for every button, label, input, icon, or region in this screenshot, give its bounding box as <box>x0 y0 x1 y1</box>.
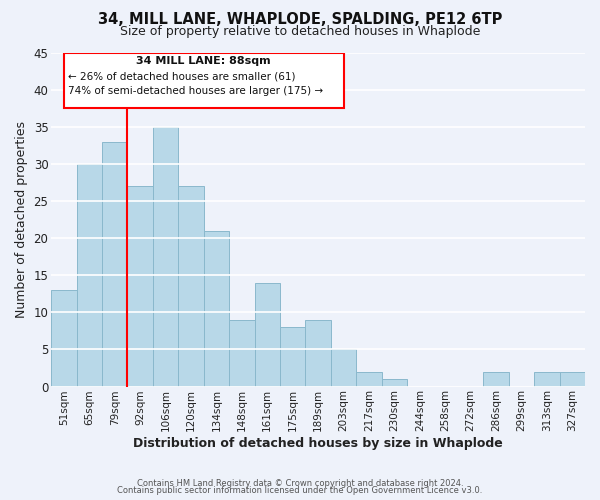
Text: Contains HM Land Registry data © Crown copyright and database right 2024.: Contains HM Land Registry data © Crown c… <box>137 478 463 488</box>
Text: 34 MILL LANE: 88sqm: 34 MILL LANE: 88sqm <box>136 56 271 66</box>
Bar <box>331 350 356 387</box>
Bar <box>204 230 229 386</box>
Bar <box>560 372 585 386</box>
Bar <box>229 320 254 386</box>
Bar <box>254 282 280 387</box>
Text: ← 26% of detached houses are smaller (61): ← 26% of detached houses are smaller (61… <box>68 71 295 81</box>
Text: 34, MILL LANE, WHAPLODE, SPALDING, PE12 6TP: 34, MILL LANE, WHAPLODE, SPALDING, PE12 … <box>98 12 502 28</box>
Text: Contains public sector information licensed under the Open Government Licence v3: Contains public sector information licen… <box>118 486 482 495</box>
Bar <box>356 372 382 386</box>
Bar <box>51 290 77 386</box>
Y-axis label: Number of detached properties: Number of detached properties <box>15 121 28 318</box>
Bar <box>305 320 331 386</box>
Bar <box>178 186 204 386</box>
FancyBboxPatch shape <box>64 52 344 108</box>
Bar <box>280 327 305 386</box>
X-axis label: Distribution of detached houses by size in Whaplode: Distribution of detached houses by size … <box>133 437 503 450</box>
Bar <box>127 186 153 386</box>
Bar <box>534 372 560 386</box>
Bar <box>382 379 407 386</box>
Text: 74% of semi-detached houses are larger (175) →: 74% of semi-detached houses are larger (… <box>68 86 323 96</box>
Bar <box>77 164 102 386</box>
Bar <box>153 126 178 386</box>
Text: Size of property relative to detached houses in Whaplode: Size of property relative to detached ho… <box>120 25 480 38</box>
Bar <box>102 142 127 386</box>
Bar <box>484 372 509 386</box>
